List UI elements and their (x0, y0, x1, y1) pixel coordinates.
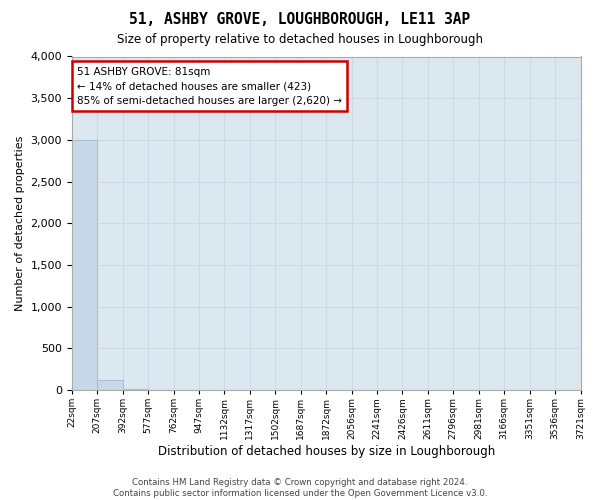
Bar (97, 380, 123, 390)
Text: Size of property relative to detached houses in Loughborough: Size of property relative to detached ho… (117, 32, 483, 46)
Text: 51 ASHBY GROVE: 81sqm
← 14% of detached houses are smaller (423)
85% of semi-det: 51 ASHBY GROVE: 81sqm ← 14% of detached … (77, 66, 342, 106)
Text: 51, ASHBY GROVE, LOUGHBOROUGH, LE11 3AP: 51, ASHBY GROVE, LOUGHBOROUGH, LE11 3AP (130, 12, 470, 28)
Y-axis label: Number of detached properties: Number of detached properties (15, 136, 25, 311)
X-axis label: Distribution of detached houses by size in Loughborough: Distribution of detached houses by size … (158, 444, 495, 458)
Text: Contains HM Land Registry data © Crown copyright and database right 2024.
Contai: Contains HM Land Registry data © Crown c… (113, 478, 487, 498)
Bar (72, 140, 97, 390)
